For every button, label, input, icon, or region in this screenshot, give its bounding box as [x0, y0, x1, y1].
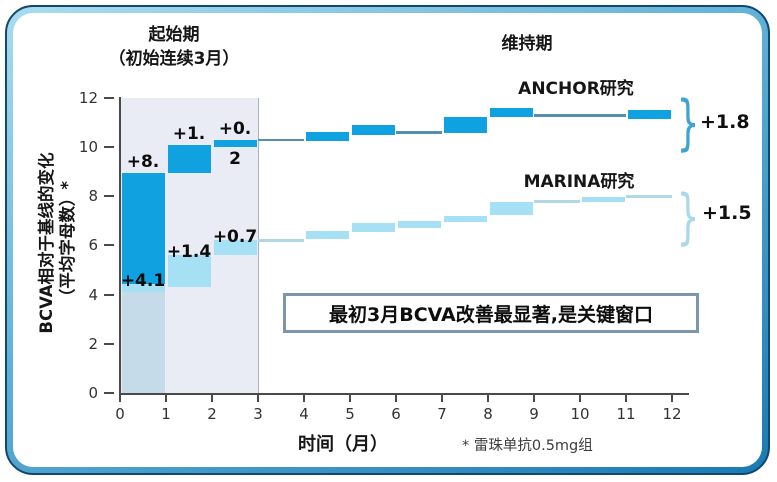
x-tick-mark [165, 395, 167, 402]
y-tick-mark [104, 96, 114, 99]
anchor-segment-m1-2-label: +1. [172, 123, 206, 144]
marina-segment-m2-3 [213, 240, 257, 256]
anchor-segment-m5-6 [351, 124, 395, 135]
marina-segment-m1-2 [167, 255, 211, 288]
marina-segment-m8-9 [489, 202, 533, 215]
marina-segment-m0-1 [121, 283, 165, 293]
y-tick-mark [104, 392, 114, 394]
anchor-segment-m10-11 [580, 114, 626, 117]
marina-segment-m11-12 [626, 195, 672, 198]
y-tick-label: 0 [88, 384, 98, 402]
y-tick-mark [104, 195, 114, 198]
anchor-segment-m11-12 [627, 110, 671, 119]
y-tick-mark [104, 342, 114, 345]
anchor-segment-m2-3-label-above: +0. [218, 118, 252, 139]
marina-segment-m7-8 [443, 215, 487, 223]
x-tick-mark [441, 395, 443, 402]
x-tick-mark [211, 395, 213, 402]
y-tick-label: 8 [88, 187, 98, 206]
anchor-segment-m8-9 [489, 107, 533, 118]
anchor-segment-m3-4 [258, 138, 304, 142]
marina-brace-icon: } [676, 182, 700, 252]
anchor-segment-m6-7 [396, 131, 442, 134]
y-tick-mark [104, 293, 114, 296]
x-tick-label: 8 [483, 405, 493, 423]
x-tick-mark [395, 395, 397, 402]
initiation-phase-title-line1: 起始期 [148, 25, 200, 45]
x-axis-line [119, 393, 689, 395]
y-axis-title-line2: （平均字母数）* [58, 180, 77, 306]
y-tick-mark [104, 146, 114, 148]
x-tick-label: 5 [345, 405, 355, 423]
x-axis-title: 时间（月） [298, 434, 388, 455]
maintenance-phase-title: 维持期 [501, 34, 553, 54]
anchor-segment-m0-1-label: +8. [126, 151, 160, 172]
marina-segment-m1-2-label: +1.4 [166, 242, 212, 263]
x-tick-label: 12 [662, 405, 682, 423]
x-tick-label: 11 [616, 405, 636, 423]
anchor-segment-m7-8 [443, 117, 487, 134]
anchor-segment-m9-10 [534, 114, 580, 117]
y-tick-label: 10 [78, 138, 98, 156]
anchor-segment-m2-3 [213, 139, 257, 147]
footnote: * 雷珠单抗0.5mg组 [462, 438, 593, 454]
x-tick-label: 1 [161, 405, 171, 423]
x-tick-mark [257, 395, 259, 402]
x-tick-mark [487, 395, 489, 402]
marina-segment-m9-10 [534, 200, 580, 203]
y-axis-title-line1: BCVA相对于基线的变化 [37, 152, 56, 334]
x-tick-mark [533, 395, 535, 402]
x-tick-label: 0 [115, 405, 125, 423]
initiation-phase-title: 起始期 （初始连续3月） [64, 23, 284, 71]
y-tick-mark [104, 244, 114, 247]
marina-segment-m5-6 [351, 223, 395, 232]
key-message-callout: 最初3月BCVA改善最显著,是关键窗口 [283, 293, 699, 333]
key-message-text: 最初3月BCVA改善最显著,是关键窗口 [329, 303, 653, 326]
anchor-segment-m0-1 [121, 172, 165, 284]
anchor-segment-m2-3-label-below: 2 [229, 149, 241, 169]
marina-segment-m6-7 [397, 220, 441, 229]
y-tick-label: 6 [88, 236, 98, 255]
marina-segment-m0-1-label: +4.1 [120, 270, 166, 291]
y-tick-label: 12 [78, 88, 98, 107]
x-tick-label: 10 [570, 405, 590, 423]
anchor-maintenance-total: +1.8 [700, 111, 750, 133]
x-tick-mark [625, 395, 627, 402]
x-tick-label: 2 [207, 405, 217, 423]
marina-segment-m10-11 [581, 197, 625, 203]
y-tick-label: 2 [88, 334, 98, 353]
marina-series-label: MARINA研究 [523, 172, 635, 192]
x-tick-label: 9 [529, 405, 539, 423]
anchor-series-label: ANCHOR研究 [518, 79, 634, 99]
marina-segment-m0-1-muted [121, 292, 165, 393]
marina-maintenance-total: +1.5 [702, 202, 752, 224]
x-tick-mark [303, 395, 305, 402]
x-tick-mark [671, 395, 673, 402]
x-tick-label: 7 [437, 405, 447, 423]
x-tick-label: 3 [253, 405, 263, 423]
y-axis-title: BCVA相对于基线的变化 （平均字母数）* [36, 63, 78, 423]
marina-segment-m4-5 [305, 230, 349, 240]
x-tick-mark [349, 395, 351, 402]
anchor-brace-icon: } [676, 88, 700, 158]
initiation-phase-title-line2: （初始连续3月） [108, 49, 240, 69]
marina-segment-m2-3-label: +0.7 [212, 227, 258, 248]
y-axis-line [119, 96, 121, 393]
x-tick-label: 6 [391, 405, 401, 423]
marina-segment-m3-4 [258, 239, 304, 242]
x-tick-mark [119, 395, 121, 402]
anchor-segment-m4-5 [305, 132, 349, 141]
y-tick-label: 4 [88, 285, 98, 304]
anchor-segment-m1-2 [167, 144, 211, 173]
x-tick-label: 4 [299, 405, 309, 423]
x-tick-mark [579, 395, 581, 402]
